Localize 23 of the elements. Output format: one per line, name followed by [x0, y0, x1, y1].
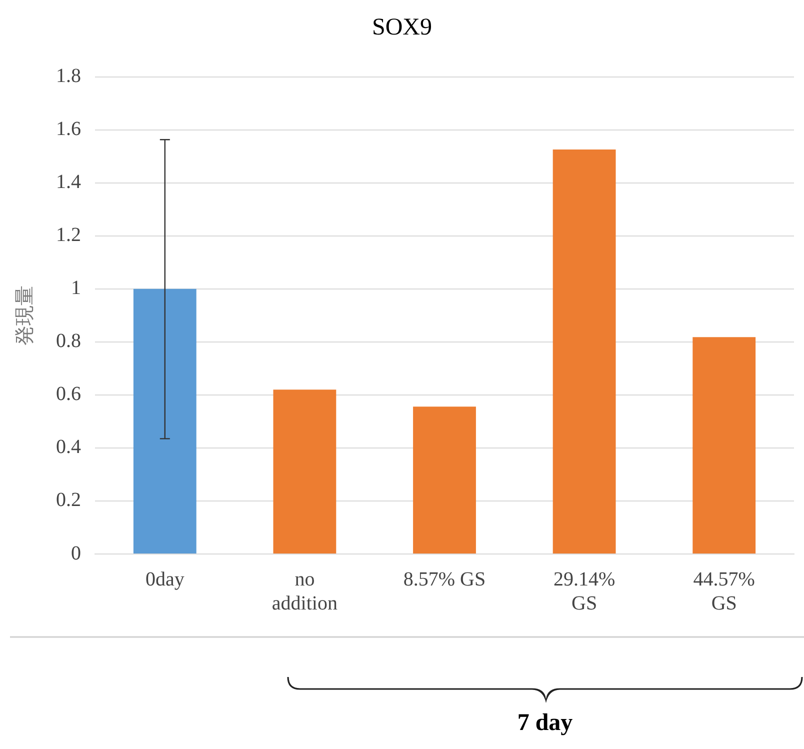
- y-tick-label: 0: [71, 542, 81, 564]
- y-tick-label: 0.2: [56, 489, 81, 512]
- y-tick-label: 1: [71, 277, 81, 300]
- y-axis-title: 発現量: [12, 285, 36, 346]
- bar: [413, 406, 476, 554]
- bar: [552, 149, 616, 554]
- chart-title: SOX9: [372, 14, 432, 41]
- y-tick-label: 1.2: [56, 224, 81, 246]
- y-tick-label: 0.4: [56, 436, 81, 458]
- y-tick-label: 0.6: [56, 383, 81, 406]
- x-tick-label: no addition: [272, 568, 338, 614]
- x-tick-label: 0day: [145, 568, 184, 590]
- x-tick-label: 29.14% GS: [553, 568, 616, 614]
- y-tick-label: 0.8: [56, 330, 81, 352]
- y-tick-label: 1.6: [56, 118, 81, 140]
- x-tick-label: 8.57% GS: [403, 568, 486, 590]
- bar: [133, 288, 196, 554]
- bar: [692, 337, 756, 554]
- bar: [273, 390, 336, 554]
- y-tick-label: 1.8: [56, 65, 81, 88]
- x-tick-label: 44.57% GS: [693, 568, 755, 614]
- y-tick-label: 1.4: [56, 171, 81, 194]
- text: 7 day: [516, 710, 574, 737]
